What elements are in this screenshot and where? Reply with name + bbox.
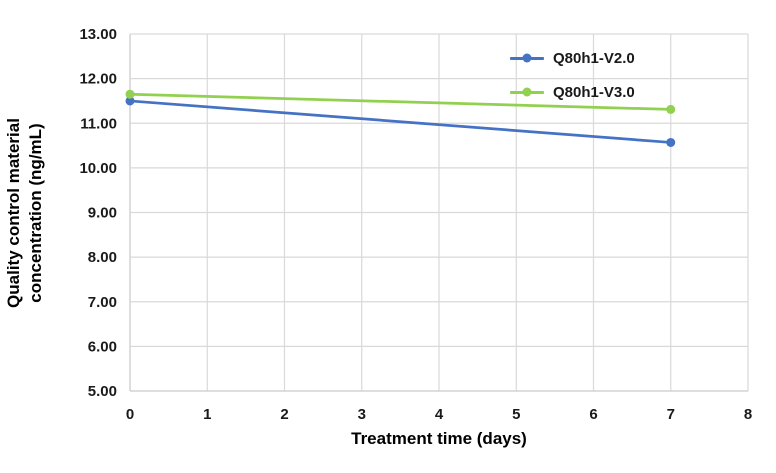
legend-label-series-2: Q80h1-V3.0: [553, 83, 635, 101]
series-1-line-marker-icon: [510, 53, 544, 63]
legend-item-series-1[interactable]: Q80h1-V2.0: [510, 46, 635, 70]
svg-text:5: 5: [512, 406, 520, 423]
svg-text:8: 8: [744, 406, 752, 423]
svg-text:4: 4: [435, 406, 444, 423]
svg-text:11.00: 11.00: [80, 115, 117, 132]
svg-text:7: 7: [667, 406, 675, 423]
svg-text:7.00: 7.00: [88, 294, 117, 311]
svg-text:10.00: 10.00: [79, 160, 117, 177]
y-axis-title-line1: Quality control material: [4, 118, 23, 308]
svg-text:6: 6: [589, 406, 597, 423]
svg-text:6.00: 6.00: [88, 338, 117, 355]
svg-text:3: 3: [358, 406, 366, 423]
y-axis-title-line2: concentration (ng/mL): [26, 123, 45, 303]
legend-item-series-2[interactable]: Q80h1-V3.0: [510, 80, 635, 104]
svg-text:13.00: 13.00: [79, 26, 117, 43]
x-axis-title: Treatment time (days): [351, 429, 527, 448]
svg-text:0: 0: [126, 406, 134, 423]
svg-text:9.00: 9.00: [88, 205, 117, 222]
y-axis-title: Quality control material concentration (…: [3, 23, 51, 403]
svg-text:8.00: 8.00: [88, 249, 117, 266]
svg-text:5.00: 5.00: [88, 383, 117, 400]
svg-text:2: 2: [280, 406, 288, 423]
svg-text:1: 1: [203, 406, 211, 423]
legend: Q80h1-V2.0 Q80h1-V3.0: [510, 46, 635, 114]
svg-text:12.00: 12.00: [79, 71, 117, 88]
legend-label-series-1: Q80h1-V2.0: [553, 49, 635, 67]
series-2-line-marker-icon: [510, 87, 544, 97]
